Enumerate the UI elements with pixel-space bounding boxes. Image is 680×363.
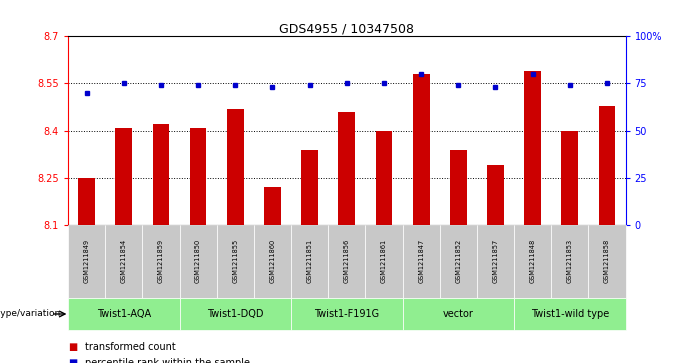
Text: percentile rank within the sample: percentile rank within the sample bbox=[85, 358, 250, 363]
Text: GSM1211855: GSM1211855 bbox=[233, 239, 238, 284]
Text: GSM1211861: GSM1211861 bbox=[381, 239, 387, 284]
Bar bbox=[562, 131, 578, 225]
Bar bbox=[598, 106, 615, 225]
Text: Twist1-F191G: Twist1-F191G bbox=[314, 309, 379, 319]
Bar bbox=[301, 150, 318, 225]
Text: GSM1211860: GSM1211860 bbox=[269, 239, 275, 284]
Text: GSM1211854: GSM1211854 bbox=[121, 239, 126, 284]
Text: GSM1211853: GSM1211853 bbox=[567, 239, 573, 284]
Text: GSM1211848: GSM1211848 bbox=[530, 239, 536, 284]
Text: GSM1211849: GSM1211849 bbox=[84, 239, 90, 284]
Bar bbox=[78, 178, 95, 225]
Text: GSM1211847: GSM1211847 bbox=[418, 239, 424, 284]
Bar bbox=[339, 112, 355, 225]
Bar bbox=[450, 150, 466, 225]
Bar bbox=[413, 74, 430, 225]
Bar bbox=[264, 187, 281, 225]
Bar bbox=[152, 125, 169, 225]
Text: GSM1211850: GSM1211850 bbox=[195, 239, 201, 284]
Text: Twist1-wild type: Twist1-wild type bbox=[530, 309, 609, 319]
Bar bbox=[375, 131, 392, 225]
Bar bbox=[524, 71, 541, 225]
Text: ■: ■ bbox=[68, 342, 78, 352]
Text: Twist1-AQA: Twist1-AQA bbox=[97, 309, 151, 319]
Text: ■: ■ bbox=[68, 358, 78, 363]
Bar bbox=[487, 165, 504, 225]
Text: GSM1211856: GSM1211856 bbox=[344, 239, 350, 284]
Text: genotype/variation: genotype/variation bbox=[0, 310, 61, 318]
Bar bbox=[116, 127, 132, 225]
Text: GSM1211851: GSM1211851 bbox=[307, 239, 313, 284]
Text: vector: vector bbox=[443, 309, 474, 319]
Bar bbox=[190, 127, 207, 225]
Text: GSM1211859: GSM1211859 bbox=[158, 239, 164, 284]
Bar bbox=[227, 109, 243, 225]
Title: GDS4955 / 10347508: GDS4955 / 10347508 bbox=[279, 22, 414, 35]
Text: transformed count: transformed count bbox=[85, 342, 175, 352]
Text: GSM1211857: GSM1211857 bbox=[492, 239, 498, 284]
Text: GSM1211852: GSM1211852 bbox=[456, 239, 461, 284]
Text: GSM1211858: GSM1211858 bbox=[604, 239, 610, 284]
Text: Twist1-DQD: Twist1-DQD bbox=[207, 309, 264, 319]
